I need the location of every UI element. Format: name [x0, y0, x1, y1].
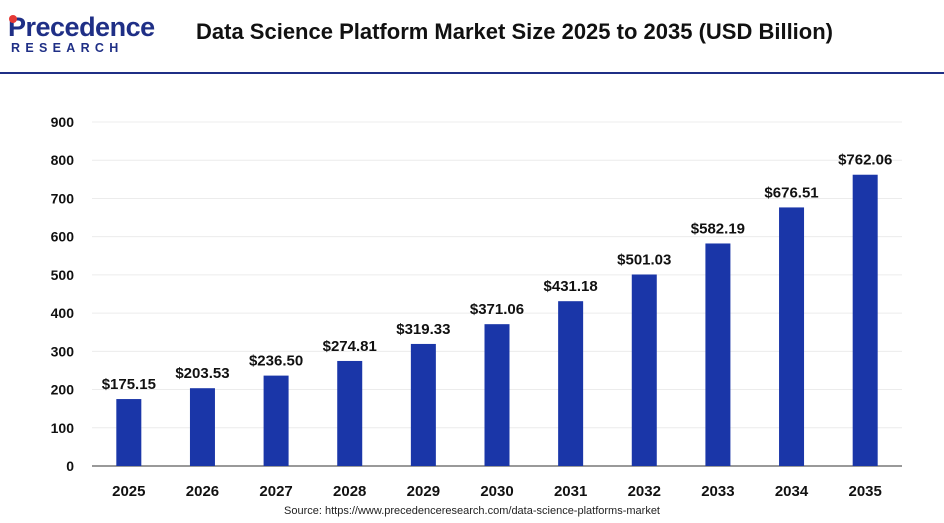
header-divider: [0, 72, 944, 74]
y-tick-label: 700: [51, 190, 75, 206]
bar: [558, 301, 584, 466]
bar-value-label: $175.15: [102, 376, 156, 393]
bar: [263, 375, 289, 466]
y-tick-label: 0: [66, 458, 74, 474]
bar: [189, 388, 215, 466]
bar-value-label: $274.81: [323, 338, 377, 355]
x-tick-label: 2035: [848, 483, 881, 500]
bar-value-label: $501.03: [617, 251, 671, 268]
bar-value-label: $762.06: [838, 152, 892, 169]
bar-value-label: $319.33: [396, 321, 450, 338]
x-tick-label: 2028: [333, 483, 366, 500]
bar-value-label: $676.51: [764, 184, 818, 201]
logo-wordmark: Precedence: [8, 12, 155, 42]
precedence-research-logo: Precedence RESEARCH: [8, 12, 158, 62]
x-tick-label: 2030: [480, 483, 513, 500]
chart-title: Data Science Platform Market Size 2025 t…: [196, 19, 834, 44]
y-tick-label: 800: [51, 152, 75, 168]
x-tick-label: 2033: [701, 483, 734, 500]
logo-tagline: RESEARCH: [11, 41, 124, 55]
bar: [410, 343, 436, 466]
bar-value-label: $236.50: [249, 353, 303, 370]
header: Precedence RESEARCH Data Science Platfor…: [0, 0, 944, 72]
y-tick-label: 600: [51, 229, 75, 245]
logo-dot-icon: [9, 15, 17, 23]
bar: [484, 324, 510, 466]
x-tick-label: 2027: [259, 483, 292, 500]
bar-chart: 0 100 200 300 400 500 600 700 800 900 $175.15 2025 $…: [51, 114, 902, 500]
bar-value-label: $431.18: [544, 278, 598, 295]
y-tick-label: 400: [51, 305, 75, 321]
y-tick-label: 900: [51, 114, 75, 130]
bar: [631, 274, 657, 466]
x-tick-label: 2026: [186, 483, 219, 500]
bar: [337, 360, 363, 466]
x-tick-label: 2032: [628, 483, 661, 500]
source-note: Source: https://www.precedenceresearch.c…: [284, 505, 660, 517]
bar-value-label: $582.19: [691, 220, 745, 237]
bar: [779, 207, 805, 466]
y-tick-label: 500: [51, 267, 75, 283]
bar: [705, 243, 731, 466]
x-tick-label: 2034: [775, 483, 809, 500]
bar-value-label: $203.53: [175, 365, 229, 382]
bar-value-label: $371.06: [470, 301, 524, 318]
x-tick-label: 2029: [407, 483, 440, 500]
bar: [116, 399, 142, 466]
y-tick-label: 100: [51, 420, 75, 436]
y-tick-label: 200: [51, 382, 75, 398]
x-tick-label: 2031: [554, 483, 587, 500]
x-tick-label: 2025: [112, 483, 145, 500]
y-tick-label: 300: [51, 343, 75, 359]
bar: [852, 174, 878, 466]
